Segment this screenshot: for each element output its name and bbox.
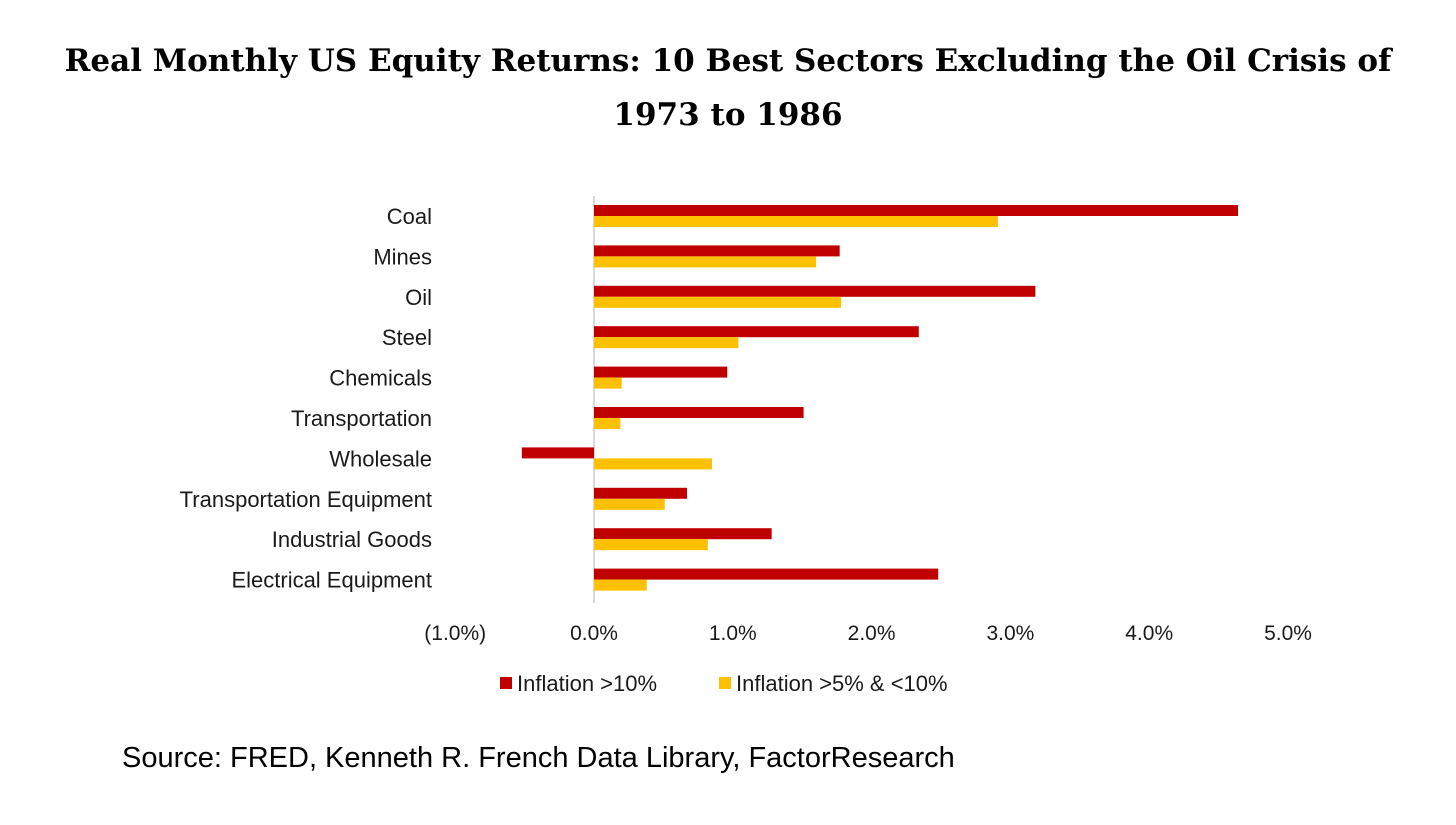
x-tick-label: 3.0% [986,622,1034,645]
bar-inflation-over-10 [594,326,919,338]
x-tick-label: 2.0% [848,622,896,645]
bar-inflation-over-10 [594,568,939,580]
legend-swatch [719,677,731,689]
category-label: Electrical Equipment [231,568,432,593]
bar-inflation-5-to-10 [594,458,712,470]
bar-inflation-over-10 [594,205,1239,216]
x-tick-label: 5.0% [1264,622,1312,645]
bar-inflation-over-10 [594,407,804,418]
legend-label: Inflation >10% [517,671,657,696]
bar-inflation-5-to-10 [594,296,842,308]
bar-inflation-5-to-10 [594,377,622,389]
bar-inflation-over-10 [521,447,594,459]
bar-inflation-5-to-10 [594,539,708,551]
category-label: Transportation [291,406,432,431]
category-label: Industrial Goods [272,527,432,552]
source-note: Source: FRED, Kenneth R. French Data Lib… [122,742,955,774]
x-tick-label: (1.0%) [424,622,486,645]
bars [521,205,1239,591]
bar-inflation-5-to-10 [594,579,647,591]
category-label: Chemicals [329,366,432,391]
bar-inflation-5-to-10 [594,498,665,510]
legend-label: Inflation >5% & <10% [736,671,948,696]
bar-inflation-5-to-10 [594,256,817,268]
x-tick-label: 4.0% [1125,622,1173,645]
chart-title: Real Monthly US Equity Returns: 10 Best … [64,43,1392,133]
category-labels: Coal Mines Oil Steel Chemicals Transportation… [180,204,432,593]
category-label: Oil [405,285,432,310]
category-label: Wholesale [329,446,432,471]
legend: Inflation >10% Inflation >5% & <10% [500,671,948,696]
category-label: Mines [373,244,432,269]
category-label: Transportation Equipment [180,487,432,512]
x-axis-tick-labels: (1.0%) 0.0% 1.0% 2.0% 3.0% 4.0% 5.0% [424,622,1312,645]
bar-inflation-over-10 [594,528,772,540]
bar-inflation-over-10 [594,245,840,257]
bar-inflation-5-to-10 [594,418,621,429]
bar-inflation-5-to-10 [594,216,998,227]
x-tick-label: 1.0% [709,622,757,645]
legend-swatch [500,677,512,689]
bar-inflation-over-10 [594,366,728,378]
bar-inflation-5-to-10 [594,337,739,349]
x-tick-label: 0.0% [570,622,618,645]
bar-inflation-over-10 [594,487,687,499]
bar-inflation-over-10 [594,285,1036,297]
category-label: Coal [387,204,432,229]
category-label: Steel [382,325,432,350]
